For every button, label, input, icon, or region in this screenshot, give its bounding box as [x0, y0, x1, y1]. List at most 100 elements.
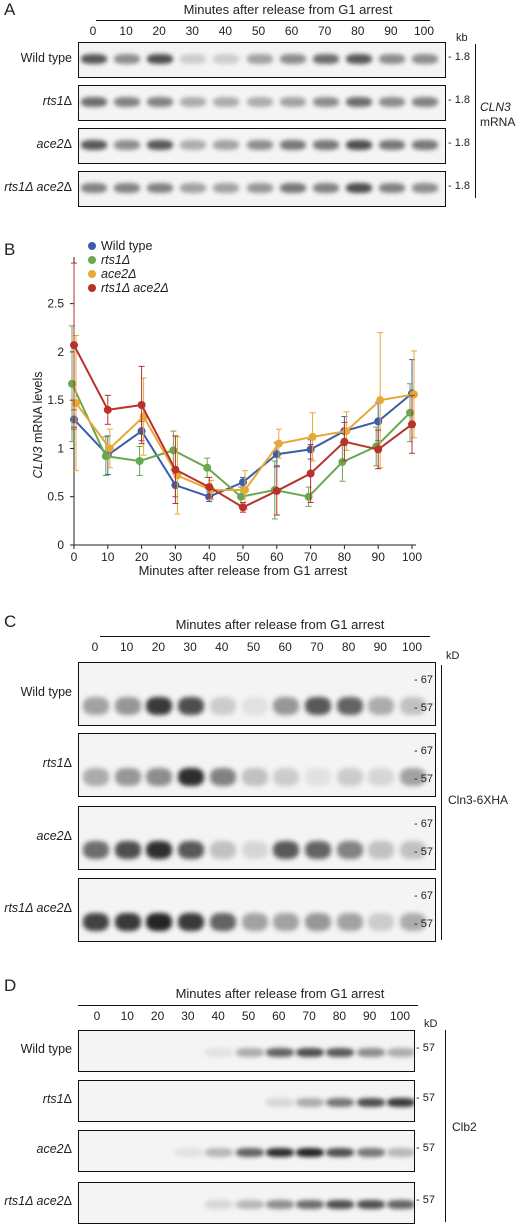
- band: [345, 140, 372, 150]
- row-label-suffix: Δ: [63, 1092, 72, 1106]
- row-label: Wild type: [0, 1042, 72, 1056]
- lane-label: 70: [318, 24, 332, 38]
- band: [273, 768, 300, 786]
- row-label-suffix: Δ: [63, 180, 72, 194]
- panel-a-letter: A: [4, 0, 16, 19]
- band: [273, 913, 300, 931]
- size-marker-value: 57: [422, 1142, 435, 1154]
- band: [246, 140, 273, 150]
- size-marker-value: 1.8: [454, 51, 471, 63]
- band: [146, 841, 173, 859]
- band: [235, 1200, 264, 1209]
- band: [114, 97, 141, 107]
- panel-a-header-rule: [96, 20, 430, 22]
- band: [312, 97, 339, 107]
- band: [400, 841, 426, 859]
- x-tick-label: 90: [372, 550, 386, 564]
- band: [400, 697, 426, 715]
- y-tick-label: 2: [57, 345, 64, 359]
- band: [378, 140, 405, 150]
- data-point: [103, 405, 112, 414]
- x-axis-label: Minutes after release from G1 arrest: [139, 563, 348, 578]
- band: [412, 183, 438, 193]
- band: [336, 697, 363, 715]
- panel-a-side-rest: mRNA: [480, 115, 516, 129]
- y-tick-label: 1: [57, 441, 64, 455]
- row-label: Wild type: [0, 685, 72, 699]
- data-point: [169, 446, 178, 455]
- legend-marker: [88, 270, 96, 278]
- band: [241, 913, 268, 931]
- data-point: [205, 483, 214, 492]
- band: [387, 1148, 414, 1157]
- x-tick-label: 70: [304, 550, 318, 564]
- band: [296, 1148, 325, 1157]
- band: [83, 768, 109, 786]
- band: [304, 913, 331, 931]
- size-marker: - 67: [414, 890, 433, 902]
- data-point: [406, 408, 414, 417]
- row-label: ace2Δ: [0, 137, 72, 151]
- row-label: rts1Δ: [0, 756, 72, 770]
- x-tick-label: 50: [236, 550, 250, 564]
- row-label: rts1Δ: [0, 1092, 72, 1106]
- row-label-gene: rts1Δ ace2: [4, 180, 64, 194]
- band: [273, 697, 300, 715]
- band: [368, 768, 395, 786]
- size-marker-value: 67: [420, 818, 433, 830]
- band: [312, 183, 339, 193]
- band: [114, 768, 141, 786]
- band: [241, 768, 268, 786]
- row-label-suffix: Δ: [63, 94, 72, 108]
- band: [279, 183, 306, 193]
- data-point: [338, 457, 347, 466]
- row-label: rts1Δ ace2Δ: [0, 180, 72, 194]
- x-tick-label: 0: [71, 550, 78, 564]
- size-marker: - 57: [416, 1142, 435, 1154]
- data-point: [203, 463, 212, 472]
- legend-marker: [88, 242, 96, 250]
- band: [205, 1048, 234, 1057]
- y-tick-label: 0: [57, 538, 64, 552]
- row-label: Wild type: [0, 51, 72, 65]
- lane-label: 20: [152, 24, 166, 38]
- size-marker: - 57: [416, 1194, 435, 1206]
- size-marker-value: 57: [422, 1042, 435, 1054]
- band: [114, 841, 141, 859]
- x-tick-label: 100: [402, 550, 422, 564]
- lane-label: 60: [272, 1009, 286, 1023]
- band: [304, 841, 331, 859]
- lane-label: 50: [246, 640, 261, 654]
- panel-a-bracket: [474, 44, 476, 198]
- cln3-mrna-line-chart: 0 0.5 1 1.5 2 2.5 0 10 20 30 40 50 60 70 80 90 100 Minute…: [31, 239, 422, 578]
- band: [336, 913, 363, 931]
- data-point: [374, 417, 383, 426]
- band: [412, 140, 438, 150]
- band: [368, 841, 395, 859]
- band: [326, 1048, 355, 1057]
- band: [83, 841, 109, 859]
- band: [146, 913, 173, 931]
- band: [345, 97, 372, 107]
- y-tick-label: 0.5: [47, 490, 64, 504]
- band: [296, 1048, 325, 1057]
- y-tick-label: 2.5: [47, 297, 64, 311]
- band: [209, 841, 236, 859]
- panel-c-header: Minutes after release from G1 arrest: [175, 617, 385, 632]
- data-point: [304, 492, 313, 501]
- data-point: [171, 465, 180, 474]
- band: [387, 1048, 414, 1057]
- band: [146, 768, 173, 786]
- band: [246, 54, 273, 64]
- lane-label: 40: [211, 1009, 225, 1023]
- panel-a-size-unit: kb: [456, 32, 468, 44]
- size-marker: - 1.8: [448, 94, 471, 106]
- band: [312, 140, 339, 150]
- band: [241, 841, 268, 859]
- legend-label: rts1Δ ace2Δ: [101, 281, 169, 295]
- blot-strip: [78, 171, 446, 207]
- band: [114, 913, 141, 931]
- legend-label: rts1Δ: [101, 253, 130, 267]
- size-marker-value: 57: [420, 702, 433, 714]
- band: [304, 768, 331, 786]
